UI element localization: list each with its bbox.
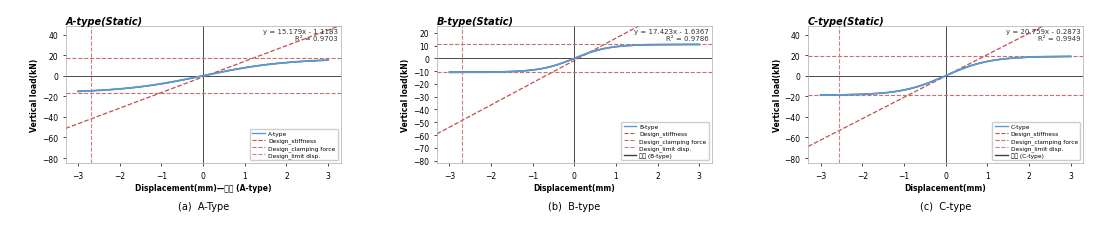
Text: C-type(Static): C-type(Static) [808, 17, 885, 27]
Y-axis label: Vertical load(kN): Vertical load(kN) [772, 59, 781, 132]
Text: B-type(Static): B-type(Static) [437, 17, 514, 27]
Text: y = 15.179x - 1.1183
R² = 0.9703: y = 15.179x - 1.1183 R² = 0.9703 [263, 29, 338, 42]
Legend: A-type, Design_stiffness, Design_clamping force, Design_limit disp.: A-type, Design_stiffness, Design_clampin… [251, 129, 338, 160]
Legend: C-type, Design_stiffness, Design_clamping force, Design_limit disp., 실험 (C-type): C-type, Design_stiffness, Design_clampin… [992, 122, 1080, 160]
X-axis label: Displacement(mm): Displacement(mm) [534, 183, 615, 192]
Y-axis label: Vertical load(kN): Vertical load(kN) [31, 59, 39, 132]
Text: (b)  B-type: (b) B-type [548, 202, 601, 212]
Y-axis label: Vertical load(kN): Vertical load(kN) [401, 59, 410, 132]
Text: y = 17.423x - 1.6367
R² = 0.9786: y = 17.423x - 1.6367 R² = 0.9786 [635, 29, 709, 42]
Text: (c)  C-type: (c) C-type [920, 202, 971, 212]
Text: A-type(Static): A-type(Static) [66, 17, 142, 27]
Legend: B-type, Design_stiffness, Design_clamping force, Design_limit disp., 실험 (B-type): B-type, Design_stiffness, Design_clampin… [621, 122, 709, 160]
Text: (a)  A-Type: (a) A-Type [177, 202, 229, 212]
X-axis label: Displacement(mm): Displacement(mm) [905, 183, 987, 192]
Text: y = 20.759x - 0.2873
R² = 0.9949: y = 20.759x - 0.2873 R² = 0.9949 [1005, 29, 1080, 42]
X-axis label: Displacement(mm)—실험 (A-type): Displacement(mm)—실험 (A-type) [135, 183, 271, 192]
